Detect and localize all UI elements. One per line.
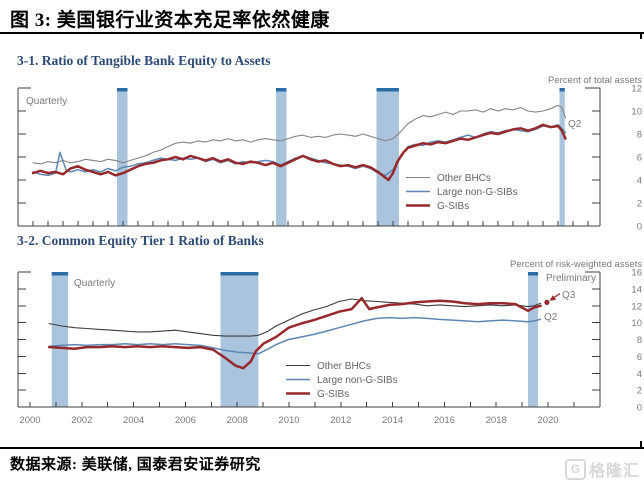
y-axis-label: 16 [631, 268, 642, 279]
x-axis-label: 2010 [278, 415, 299, 426]
x-axis-label: 2000 [19, 415, 40, 426]
y-axis-label: 14 [631, 284, 642, 295]
series-line-large-non-gsibs [32, 124, 567, 177]
legend-label-g-sibs: G-SIBs [437, 201, 469, 212]
x-axis-label: 2016 [434, 415, 455, 426]
axis-unit-label: Percent of risk-weighted assets [510, 259, 642, 270]
recession-bar-cap [528, 272, 539, 276]
recession-bar [376, 88, 399, 226]
y-axis-label: 10 [631, 318, 642, 329]
x-axis-label: 2006 [175, 415, 196, 426]
y-axis-label: 8 [637, 130, 642, 141]
series-line-other-bhcs [32, 104, 567, 165]
series-line-other-bhcs [48, 298, 542, 337]
series-line-large-non-gsibs [48, 316, 542, 355]
gelonghui-g-icon: G [564, 458, 586, 480]
frequency-label: Quarterly [26, 96, 67, 107]
recession-bar-cap [559, 88, 565, 92]
chart-2-title: 3-2. Common Equity Tier 1 Ratio of Banks [17, 233, 264, 248]
x-axis-label: 2002 [71, 415, 92, 426]
x-axis-label: 2012 [330, 415, 351, 426]
y-axis-label: 10 [631, 107, 642, 118]
x-axis-label: 2014 [382, 415, 403, 426]
legend-label-other-bhcs: Other BHCs [437, 173, 491, 184]
recession-bar [117, 88, 128, 226]
figure-title: 图 3: 美国银行业资本充足率依然健康 [10, 10, 330, 31]
title-rule [0, 32, 644, 34]
recession-bar [51, 272, 69, 407]
legend-label-large-non-gsibs: Large non-G-SIBs [317, 375, 398, 386]
legend-label-large-non-gsibs: Large non-G-SIBs [437, 187, 518, 198]
y-axis-label: 2 [637, 199, 642, 210]
q3-label: Q3 [562, 290, 576, 301]
recession-bar [220, 272, 259, 407]
y-axis-label: 4 [637, 176, 642, 187]
series-line-g-sibs [47, 296, 542, 370]
y-axis-label: 6 [637, 352, 642, 363]
x-axis-label: 2008 [227, 415, 248, 426]
legend-label-g-sibs: G-SIBs [317, 389, 349, 400]
preliminary-label: Preliminary [546, 273, 596, 284]
series-line-g-sibs [31, 123, 567, 182]
y-axis-label: 8 [637, 335, 642, 346]
data-source: 数据来源: 美联储, 国泰君安证券研究 [10, 457, 261, 473]
frequency-label: Quarterly [74, 278, 115, 289]
recession-bar-cap [220, 272, 259, 276]
chart-1-title: 3-1. Ratio of Tangible Bank Equity to As… [17, 53, 271, 68]
annotation-arrow-head [549, 295, 557, 301]
source-rule-end-stub [640, 441, 642, 447]
latest-quarter-label: Q2 [568, 119, 582, 130]
y-axis-label: 12 [631, 84, 642, 95]
y-axis-label: 0 [637, 222, 642, 233]
x-axis-label: 2018 [486, 415, 507, 426]
legend-label-other-bhcs: Other BHCs [317, 361, 371, 372]
y-axis-label: 0 [637, 403, 642, 414]
recession-bar-cap [117, 88, 128, 92]
y-axis-label: 4 [637, 369, 642, 380]
recession-bar [559, 88, 565, 226]
recession-bar [528, 272, 539, 407]
title-rule-end-stub [640, 34, 642, 39]
recession-bar-cap [51, 272, 69, 276]
recession-bar [276, 88, 287, 226]
y-axis-label: 2 [637, 386, 642, 397]
y-axis-label: 12 [631, 301, 642, 312]
x-axis-label: 2004 [123, 415, 144, 426]
y-axis-label: 6 [637, 153, 642, 164]
recession-bar-cap [376, 88, 399, 92]
recession-bar-cap [276, 88, 287, 92]
axis-unit-label: Percent of total assets [548, 75, 642, 86]
q2-label: Q2 [544, 312, 558, 323]
x-axis-label: 2020 [537, 415, 558, 426]
gelonghui-logo: G 格隆汇 [564, 457, 640, 481]
gelonghui-logo-text: 格隆汇 [588, 463, 640, 480]
source-rule [0, 447, 644, 449]
preliminary-q3-point [544, 299, 550, 305]
